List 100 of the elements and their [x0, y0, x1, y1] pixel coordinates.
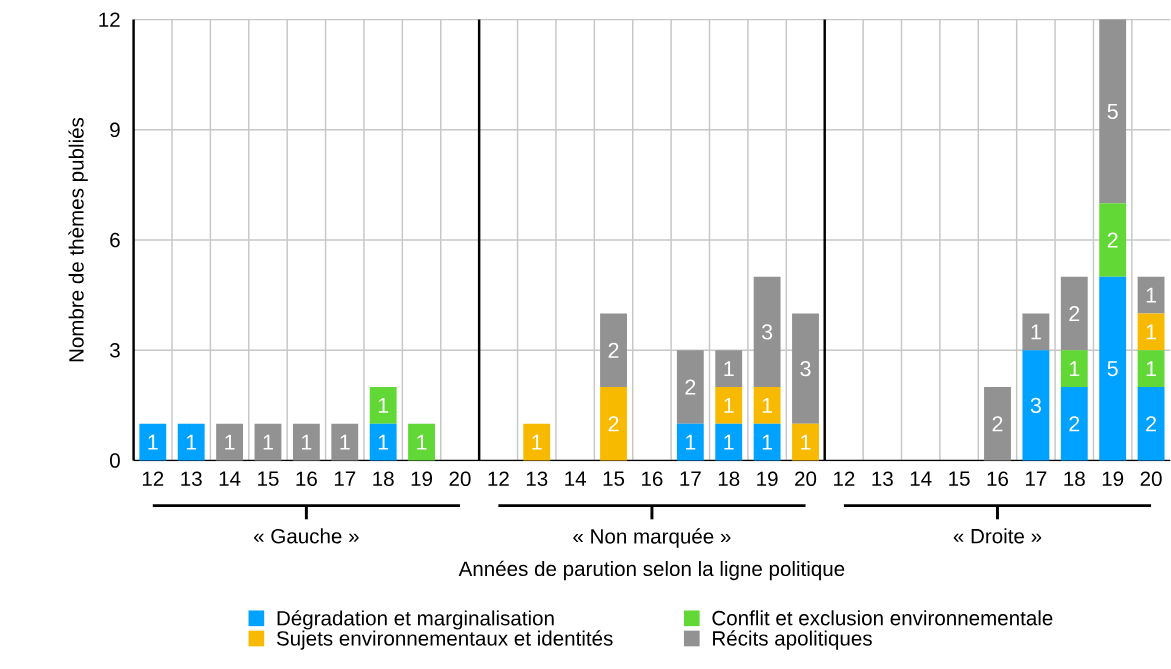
x-tick-label: 17 — [680, 471, 701, 486]
x-tick-label: 13 — [181, 471, 202, 486]
data-label: 1 — [1069, 361, 1080, 376]
x-tick-label: 12 — [142, 471, 164, 486]
data-label: 1 — [378, 434, 389, 450]
data-label: 2 — [608, 342, 619, 358]
x-tick-label: 20 — [1140, 471, 1162, 486]
bar — [1137, 276, 1165, 314]
data-label: 3 — [761, 324, 773, 340]
x-tick-label: 20 — [795, 471, 817, 486]
data-label: 2 — [608, 416, 619, 432]
y-tick-label: 12 — [99, 12, 120, 27]
y-tick-label: 6 — [110, 232, 120, 248]
bar — [600, 386, 627, 461]
x-tick-label: 15 — [949, 471, 970, 486]
bar — [676, 423, 704, 461]
data-label: 1 — [225, 434, 235, 450]
legend-label: Récits apolitiques — [713, 630, 872, 650]
data-label: 2 — [1069, 305, 1080, 321]
data-label: 1 — [1146, 361, 1157, 376]
bar — [715, 386, 743, 424]
data-label: 1 — [1146, 324, 1157, 340]
bar — [1099, 203, 1127, 277]
x-tick-label: 17 — [334, 471, 356, 486]
data-label: 3 — [800, 360, 811, 377]
x-tick-label: 15 — [603, 471, 625, 486]
y-axis-title: Nombre de thèmes publiés — [68, 117, 88, 362]
bar — [216, 423, 244, 461]
bar — [792, 423, 819, 461]
bar — [523, 423, 551, 461]
bar — [1137, 313, 1165, 351]
bar — [139, 423, 167, 461]
data-label: 1 — [263, 434, 273, 450]
x-axis-title: Années de parution selon la ligne politique — [458, 560, 845, 581]
x-tick-label: 14 — [910, 471, 932, 486]
bar — [1022, 350, 1050, 461]
bar — [408, 423, 435, 461]
bar — [753, 386, 781, 424]
bar — [1060, 386, 1088, 461]
x-tick-label: 20 — [449, 471, 471, 486]
bar — [753, 276, 781, 387]
x-tick-label: 16 — [987, 471, 1009, 486]
x-tick-label: 18 — [373, 471, 394, 486]
data-label: 1 — [724, 397, 734, 413]
bar — [254, 423, 282, 461]
legend-label: Dégradation et marginalisation — [277, 610, 554, 630]
x-tick-label: 13 — [526, 471, 548, 486]
x-tick-label: 19 — [411, 471, 433, 486]
data-label: 1 — [340, 434, 350, 450]
legend-label: Sujets environnementaux et identités — [276, 630, 613, 650]
bar — [984, 386, 1011, 461]
data-label: 2 — [685, 379, 696, 395]
x-tick-label: 18 — [1064, 471, 1085, 486]
x-tick-label: 14 — [565, 471, 586, 486]
data-label: 1 — [724, 361, 734, 376]
data-label: 1 — [186, 434, 197, 450]
data-label: 1 — [148, 434, 158, 450]
bar — [753, 423, 781, 461]
y-tick-label: 0 — [110, 453, 120, 468]
bar — [1022, 313, 1050, 351]
bar — [1099, 276, 1127, 461]
data-label: 1 — [302, 434, 312, 450]
data-label: 1 — [417, 434, 427, 450]
bar — [1060, 350, 1088, 387]
bar — [600, 313, 627, 387]
x-tick-label: 13 — [872, 471, 893, 486]
data-label: 1 — [724, 434, 734, 450]
text: « Non marquée » — [573, 528, 731, 548]
data-label: 2 — [1146, 416, 1156, 432]
bar — [292, 423, 320, 461]
data-label: 5 — [1107, 361, 1118, 377]
bar — [715, 350, 743, 387]
bar — [331, 423, 359, 461]
x-tick-label: 12 — [488, 471, 509, 486]
bar — [369, 423, 397, 461]
bar — [792, 313, 819, 424]
data-label: 1 — [532, 434, 542, 450]
x-tick-label: 17 — [1026, 471, 1047, 486]
data-label: 2 — [992, 416, 1003, 432]
bar — [369, 386, 397, 424]
y-tick-label: 9 — [110, 122, 120, 137]
x-tick-label: 18 — [718, 471, 740, 486]
bar — [676, 350, 704, 424]
bar — [177, 423, 205, 461]
bar — [715, 423, 743, 461]
data-label: 2 — [1069, 416, 1080, 432]
data-label: 1 — [1031, 324, 1041, 340]
bar — [1137, 350, 1165, 387]
data-label: 1 — [801, 434, 811, 450]
bar — [1137, 386, 1165, 461]
bar — [1099, 19, 1127, 204]
data-label: 1 — [378, 397, 389, 413]
data-label: 1 — [685, 434, 696, 450]
text: « Droite » — [953, 528, 1042, 544]
x-tick-label: 14 — [219, 471, 241, 486]
bar — [1060, 276, 1088, 351]
data-label: 1 — [1146, 287, 1157, 303]
data-label: 1 — [762, 434, 773, 450]
x-tick-label: 19 — [1102, 471, 1124, 486]
x-tick-label: 16 — [296, 471, 317, 486]
